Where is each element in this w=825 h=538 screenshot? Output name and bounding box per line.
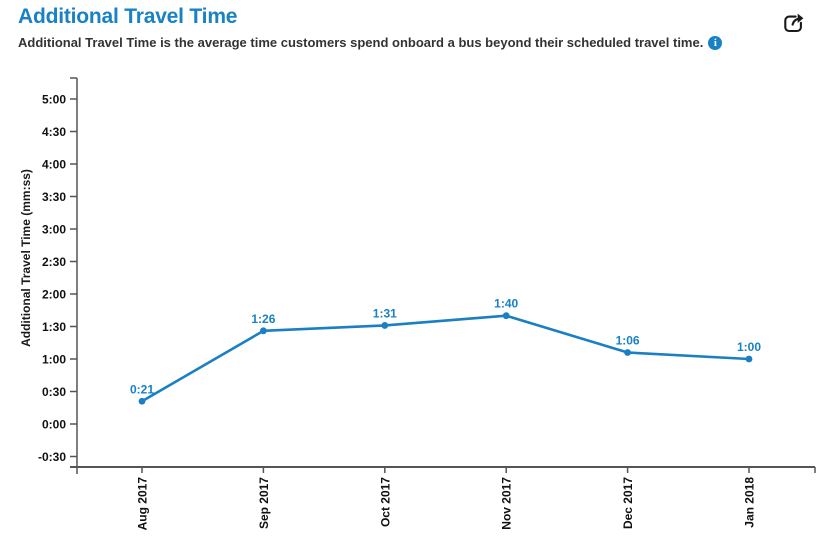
data-line [141, 314, 750, 403]
share-export-icon [784, 13, 804, 33]
chart-description-row: Additional Travel Time is the average ti… [18, 34, 807, 51]
y-tick-label: -0:30 [38, 450, 66, 464]
y-tick-label: 1:30 [42, 320, 66, 334]
share-button[interactable] [781, 10, 807, 36]
data-point[interactable] [502, 312, 510, 320]
y-tick-label: 4:30 [42, 125, 66, 139]
chart-description: Additional Travel Time is the average ti… [18, 35, 704, 50]
y-tick-label: 3:30 [42, 190, 66, 204]
data-point[interactable] [624, 349, 631, 356]
data-point-label: 1:00 [737, 340, 761, 354]
y-tick-label: 2:00 [42, 288, 66, 302]
x-tick-label: Dec 2017 [621, 477, 635, 529]
y-tick-label: 3:00 [42, 223, 66, 237]
page-title: Additional Travel Time [18, 5, 238, 28]
y-tick-label: 4:00 [42, 158, 66, 172]
x-tick-label: Nov 2017 [500, 477, 514, 530]
y-tick-label: 2:30 [42, 255, 66, 269]
x-tick-label: Sep 2017 [257, 477, 271, 529]
x-tick-label: Oct 2017 [378, 477, 392, 527]
data-point[interactable] [138, 397, 146, 405]
data-point-label: 1:26 [251, 312, 275, 326]
info-icon[interactable]: i [708, 35, 723, 50]
data-point[interactable] [745, 355, 753, 363]
y-tick-label: 0:00 [42, 418, 66, 432]
y-tick-label: 1:00 [42, 353, 66, 367]
data-point-label: 1:40 [494, 297, 518, 311]
data-point[interactable] [260, 327, 267, 335]
data-point-label: 0:21 [130, 382, 154, 396]
y-tick-label: 5:00 [42, 93, 66, 107]
chart-header: Additional Travel Time Additional Travel… [18, 4, 807, 51]
data-point-label: 1:31 [373, 306, 397, 320]
x-tick-label: Jan 2018 [743, 477, 757, 528]
y-tick-label: 0:30 [42, 385, 66, 399]
data-point[interactable] [381, 322, 389, 329]
y-axis-title: Additional Travel Time (mm:ss) [19, 169, 33, 347]
x-tick-label: Aug 2017 [136, 477, 150, 531]
data-point-label: 1:06 [616, 334, 640, 348]
